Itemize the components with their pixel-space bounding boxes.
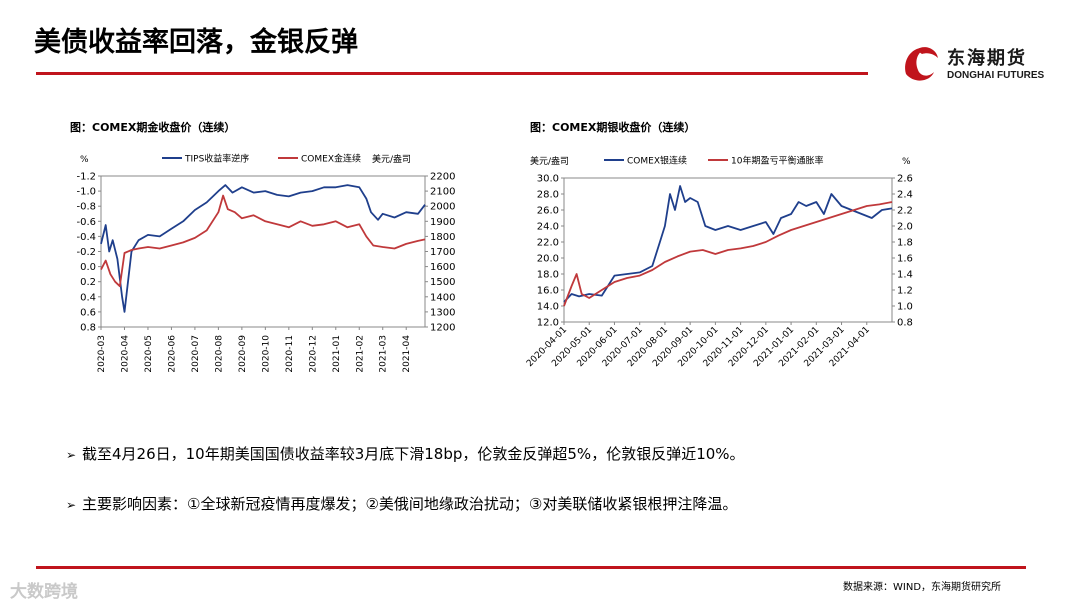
x-tick-label: 2021-03 (379, 335, 389, 373)
chart-silver-title: 图：COMEX期银收盘价（连续） (530, 121, 696, 134)
chart-silver: 30.0 28.0 26.0 24.0 22.0 20.0 18.0 16.0 14.0 12.0… (525, 155, 913, 370)
right-tick-label: 2200 (430, 172, 455, 183)
plot-frame (563, 177, 893, 323)
x-tick-label: 2020-09 (238, 335, 248, 373)
right-tick-label: 1800 (430, 232, 455, 243)
legend-label: 10年期盈亏平衡通胀率 (731, 155, 823, 167)
right-tick-label: 1600 (430, 262, 455, 273)
left-unit-label: % (80, 155, 89, 165)
arrow-bullet-icon: ➢ (66, 498, 77, 512)
right-tick-label: 1300 (430, 307, 455, 318)
legend-label: TIPS收益率逆序 (184, 153, 249, 165)
left-tick-label: 28.0 (537, 190, 559, 201)
x-tick-label: 2021-02 (355, 335, 365, 373)
data-source: 数据来源：WIND，东海期货研究所 (843, 582, 1002, 593)
left-tick-label: 14.0 (537, 302, 559, 313)
plot-frame (100, 175, 426, 328)
x-tick-label: 2020-12 (308, 335, 318, 373)
left-tick-label: 0.0 (80, 262, 96, 273)
x-tick-label: 2021-04 (402, 335, 412, 373)
logo-text-en: DONGHAI FUTURES (947, 70, 1045, 81)
x-tick-label: 2020-06 (167, 335, 177, 373)
series-line-2 (563, 201, 893, 307)
watermark: 大数跨境 (10, 582, 78, 602)
left-tick-label: 0.8 (80, 323, 96, 334)
page-title: 美债收益率回落，金银反弹 (34, 27, 358, 58)
left-unit-label: 美元/盎司 (530, 155, 569, 167)
legend-label: COMEX金连续 (301, 153, 361, 165)
left-tick-label: -0.8 (76, 202, 96, 213)
left-tick-label: -0.4 (76, 232, 96, 243)
right-tick-label: 1.8 (897, 238, 913, 249)
bullet-text: 截至4月26日，10年期美国国债收益率较3月底下滑18bp，伦敦金反弹超5%，伦… (82, 445, 745, 463)
bullet-item: ➢ 主要影响因素：①全球新冠疫情再度爆发；②美俄间地缘政治扰动；③对美联储收紧银根… (66, 493, 737, 514)
left-tick-label: 0.4 (80, 292, 96, 303)
x-tick-label: 2020-05 (144, 335, 154, 373)
x-tick-label: 2020-11 (285, 335, 295, 373)
right-tick-label: 1.2 (897, 286, 913, 297)
x-tick-label: 2020-08 (214, 335, 224, 373)
right-unit-label: % (902, 157, 911, 167)
right-tick-label: 1.4 (897, 270, 913, 281)
left-tick-label: 20.0 (537, 254, 559, 265)
donghai-logo-icon (905, 47, 938, 81)
left-tick-label: 26.0 (537, 206, 559, 217)
right-tick-label: 2000 (430, 202, 455, 213)
chart-gold-title: 图：COMEX期金收盘价（连续） (70, 121, 236, 134)
left-tick-label: 16.0 (537, 286, 559, 297)
footer-divider (36, 566, 1026, 569)
bullet-text: 主要影响因素：①全球新冠疫情再度爆发；②美俄间地缘政治扰动；③对美联储收紧银根押… (82, 495, 738, 513)
left-tick-label: -0.2 (76, 247, 96, 258)
right-tick-label: 1500 (430, 277, 455, 288)
left-tick-label: 0.2 (80, 277, 96, 288)
bullet-item: ➢ 截至4月26日，10年期美国国债收益率较3月底下滑18bp，伦敦金反弹超5%，… (66, 443, 745, 464)
right-tick-label: 1200 (430, 323, 455, 334)
right-unit-label: 美元/盎司 (372, 153, 411, 165)
left-tick-label: -1.0 (76, 187, 96, 198)
left-tick-label: 22.0 (537, 238, 559, 249)
left-tick-label: 24.0 (537, 222, 559, 233)
right-tick-label: 1400 (430, 292, 455, 303)
right-tick-label: 1.0 (897, 302, 913, 313)
title-divider (36, 72, 868, 75)
series-line-1 (563, 185, 893, 303)
x-tick-label: 2020-10 (261, 335, 271, 373)
right-tick-label: 2100 (430, 187, 455, 198)
x-tick-label: 2021-01 (332, 335, 342, 373)
right-tick-label: 2.4 (897, 190, 913, 201)
x-tick-label: 2020-07 (191, 335, 201, 373)
left-tick-label: 18.0 (537, 270, 559, 281)
series-line-1 (100, 184, 426, 313)
right-tick-label: 2.0 (897, 222, 913, 233)
right-tick-label: 1.6 (897, 254, 913, 265)
left-tick-label: 30.0 (537, 174, 559, 185)
left-tick-label: -0.6 (76, 217, 96, 228)
right-tick-label: 0.8 (897, 318, 913, 329)
right-tick-label: 2.2 (897, 206, 913, 217)
series-line-2 (100, 194, 426, 288)
logo-text-cn: 东海期货 (947, 48, 1027, 69)
x-tick-label: 2020-03 (97, 335, 107, 373)
right-tick-label: 1900 (430, 217, 455, 228)
left-tick-label: 12.0 (537, 318, 559, 329)
x-tick-label: 2020-04 (120, 335, 130, 373)
left-tick-label: 0.6 (80, 307, 96, 318)
chart-gold: -1.2-1.0-0.8-0.6-0.4-0.20.00.20.40.60.82… (76, 153, 455, 373)
right-tick-label: 1700 (430, 247, 455, 258)
left-tick-label: -1.2 (76, 172, 96, 183)
legend-label: COMEX银连续 (627, 155, 687, 167)
arrow-bullet-icon: ➢ (66, 448, 77, 462)
right-tick-label: 2.6 (897, 174, 913, 185)
